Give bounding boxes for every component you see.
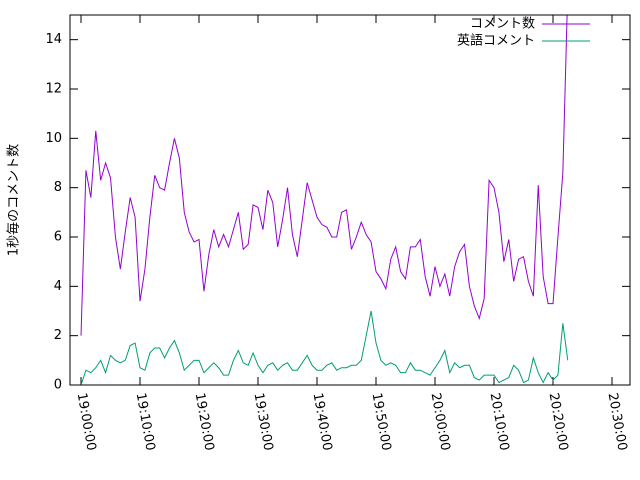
x-tick-label: 20:20:00 (546, 392, 571, 452)
y-tick-label: 12 (45, 82, 62, 97)
x-tick-label: 19:40:00 (310, 392, 335, 452)
x-tick-label: 20:00:00 (428, 392, 453, 452)
y-tick-label: 10 (45, 131, 62, 146)
y-axis-label: 1秒毎のコメント数 (6, 144, 22, 256)
x-tick-label: 19:00:00 (74, 392, 99, 452)
x-tick-label: 19:10:00 (133, 392, 158, 452)
y-tick-label: 8 (54, 180, 62, 195)
legend-label: コメント数 (470, 17, 535, 32)
y-tick-label: 2 (54, 328, 62, 343)
series-line (80, 15, 568, 336)
y-tick-label: 0 (54, 378, 62, 393)
x-tick-label: 19:20:00 (192, 392, 217, 452)
x-tick-label: 19:50:00 (369, 392, 394, 452)
y-tick-label: 14 (45, 32, 62, 47)
x-tick-label: 20:10:00 (487, 392, 512, 452)
y-tick-label: 6 (54, 230, 62, 245)
x-tick-label: 19:30:00 (251, 392, 276, 452)
plot-frame (69, 14, 631, 386)
series-line (80, 310, 569, 385)
x-tick-label: 20:30:00 (605, 392, 630, 452)
legend-label: 英語コメント (457, 33, 535, 49)
y-tick-label: 4 (54, 279, 62, 294)
plot-area (80, 15, 569, 385)
